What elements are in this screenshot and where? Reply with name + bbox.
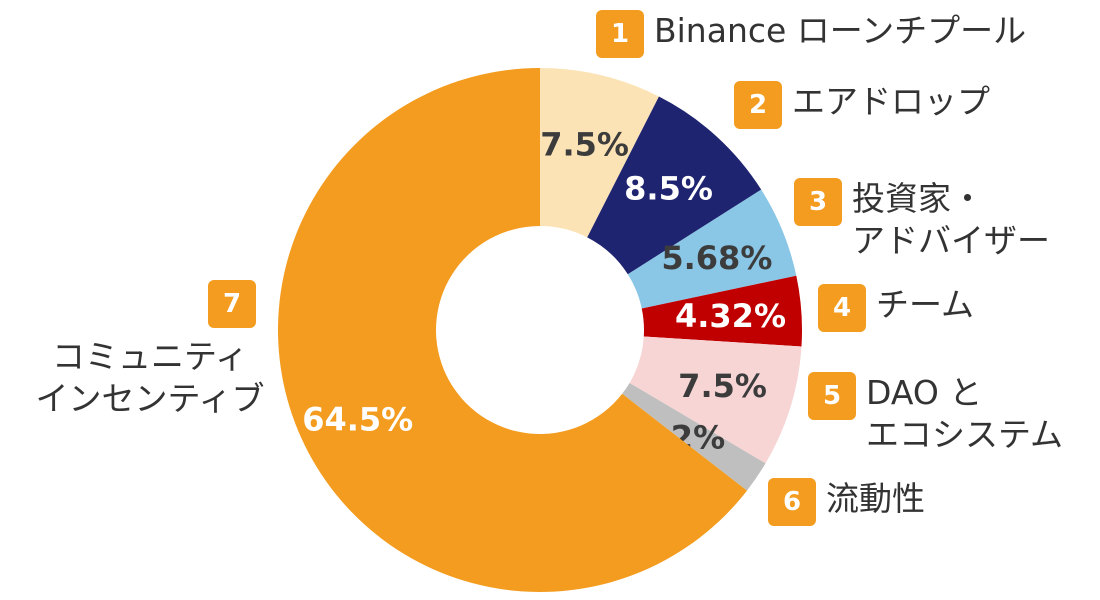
category-6-badge: 6 (768, 478, 816, 526)
slice-7 (277, 68, 748, 592)
slice-5 (629, 336, 802, 464)
slice-4-value-label: 4.32% (675, 297, 786, 335)
category-1-label: Binance ローンチプール (654, 11, 1027, 50)
category-6-label: 流動性 (826, 479, 925, 518)
slice-6 (622, 382, 766, 491)
slice-1-value-label: 7.5% (540, 125, 629, 163)
slice-2 (587, 96, 762, 275)
category-2-label: エアドロップ (792, 82, 990, 121)
slice-7-value-label: 64.5% (302, 400, 413, 438)
category-6: 6 流動性 (768, 478, 925, 526)
category-1: 1 Binance ローンチプール (596, 10, 1026, 58)
category-1-badge: 1 (596, 10, 644, 58)
category-4-badge: 4 (818, 284, 866, 332)
slice-3-value-label: 5.68% (661, 239, 772, 277)
category-3: 3 投資家・ アドバイザー (794, 178, 1050, 262)
category-3-badge: 3 (794, 178, 842, 226)
category-2: 2 エアドロップ (734, 81, 990, 129)
slice-2-value-label: 8.5% (624, 170, 713, 208)
slice-4 (641, 275, 803, 347)
slice-5-value-label: 7.5% (678, 367, 767, 405)
category-7-label: コミュニティ インセンティブ (35, 337, 265, 418)
category-2-badge: 2 (734, 81, 782, 129)
category-5-label: DAO と エコシステム (866, 373, 1064, 454)
slice-1 (540, 68, 659, 238)
category-3-label: 投資家・ アドバイザー (852, 179, 1050, 260)
category-5-badge: 5 (808, 372, 856, 420)
category-7: 7 コミュニティ インセンティブ (30, 280, 270, 420)
category-5: 5 DAO と エコシステム (808, 372, 1063, 456)
slice-3 (627, 189, 797, 309)
category-4: 4 チーム (818, 284, 974, 332)
category-7-badge: 7 (208, 280, 256, 328)
category-4-label: チーム (876, 285, 975, 324)
